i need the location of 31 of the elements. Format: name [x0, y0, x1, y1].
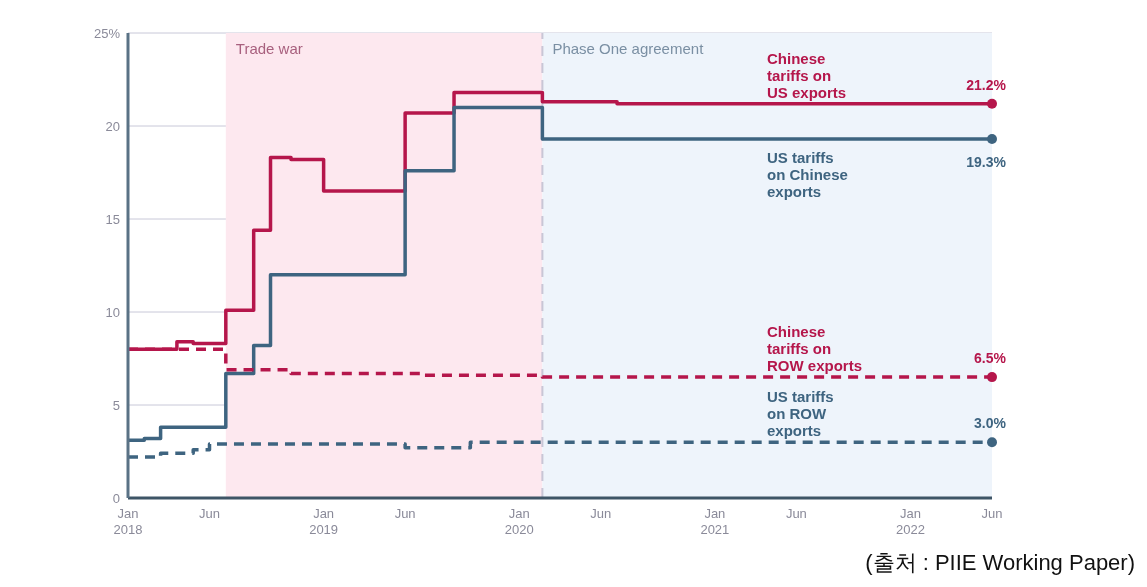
y-tick-label: 5	[112, 397, 120, 413]
data-label: 6.5%	[974, 350, 1007, 367]
series-label: US tariffs on Chinese exports	[767, 149, 848, 201]
x-tick-label: Jun	[199, 506, 220, 521]
point	[987, 372, 997, 383]
y-tick-label: 0	[112, 490, 120, 506]
point	[987, 437, 997, 448]
y-tick-label: 15	[105, 211, 120, 227]
x-tick-label: Jun	[785, 506, 807, 521]
series-label: Chinese tariffs on ROW exports	[767, 323, 863, 375]
band-label: Phase One agreement	[552, 39, 705, 57]
series-label: US tariffs on ROW exports	[767, 388, 834, 440]
data-label: 3.0%	[974, 415, 1007, 432]
data-label: 19.3%	[966, 154, 1007, 171]
band-label: Trade war	[235, 39, 303, 57]
text: (출처 : PIIE Working Paper)	[865, 549, 1135, 577]
y-tick-label: 20	[105, 118, 120, 134]
y-tick-label: 10	[105, 304, 120, 320]
series-label: Chinese tariffs on US exports	[767, 49, 847, 101]
x-tick-label: Jan 2019	[309, 506, 339, 537]
x-tick-label: Jun	[981, 506, 1003, 521]
x-tick-label: Jan 2020	[504, 506, 534, 537]
point	[987, 134, 997, 145]
x-tick-label: Jun	[394, 506, 416, 521]
x-tick-label: Jan 2018	[113, 506, 143, 537]
y-tick-label: 25%	[93, 25, 121, 41]
point	[987, 98, 997, 109]
data-label: 21.2%	[966, 76, 1007, 93]
x-tick-label: Jan 2022	[896, 506, 925, 537]
x-tick-label: Jan 2021	[700, 506, 730, 537]
x-tick-label: Jun	[590, 506, 612, 521]
